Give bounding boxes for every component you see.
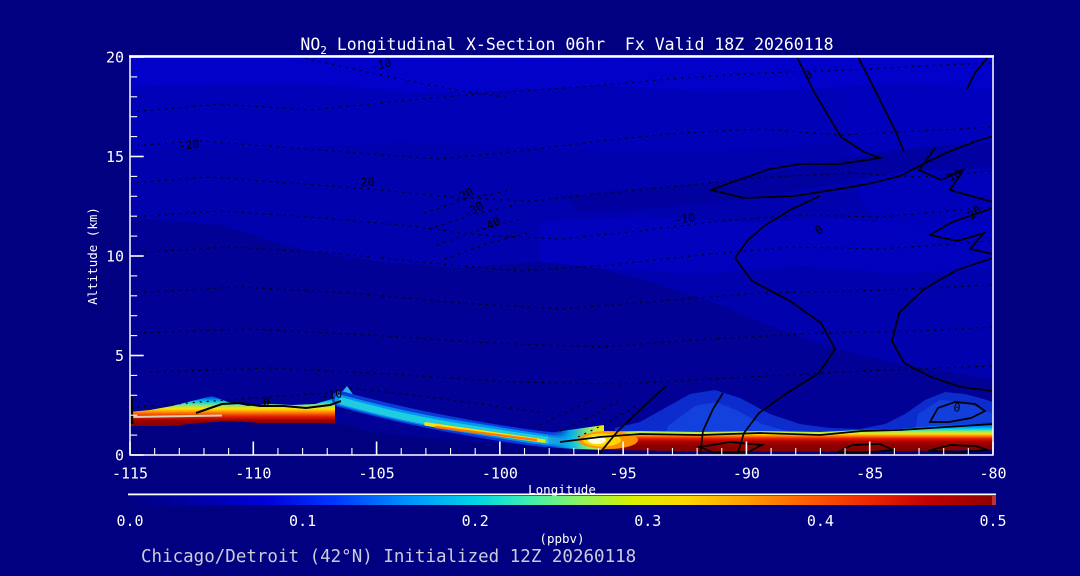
y-axis-title: Altitude (km) — [85, 207, 100, 305]
contour-label: -10 — [673, 210, 696, 227]
x-axis: -115 -110 -105 -100 -95 -90 -85 -80 Long… — [112, 465, 1007, 498]
dashed-contours — [130, 57, 993, 438]
contour-label: 0 — [953, 400, 962, 415]
elevated-plume — [332, 391, 593, 452]
x-tick-label: -105 — [359, 465, 395, 483]
contour-label: 0 — [263, 395, 270, 409]
colorbar-tick-label: 0.5 — [979, 512, 1006, 530]
terrain — [130, 421, 993, 455]
colorbar-gradient — [128, 496, 996, 505]
y-tick-label: 15 — [106, 148, 124, 166]
plot-title: NO2 Longitudinal X-Section 06hr Fx Valid… — [300, 35, 833, 57]
contour-label: -10 — [369, 55, 393, 74]
solid-contours — [130, 57, 993, 455]
x-tick-label: -90 — [733, 465, 760, 483]
plot-frame — [129, 55, 994, 456]
upper-bright-band — [130, 57, 993, 91]
x-axis-title: Longitude — [528, 482, 596, 497]
colorbar-top-line — [128, 493, 996, 496]
colorbar-tick-label: 0.0 — [116, 512, 143, 530]
y-tick-label: 0 — [115, 447, 124, 465]
dark-sloping-band — [560, 142, 993, 212]
hotspot — [578, 431, 638, 449]
colorbar-tick-label: 0.2 — [462, 512, 489, 530]
contour-label: -20 — [353, 175, 375, 190]
contour-label: -10 — [320, 386, 343, 403]
figure-caption: Chicago/Detroit (42°N) Initialized 12Z 2… — [141, 547, 636, 567]
x-tick-label: -100 — [482, 465, 518, 483]
colorbar: 0.0 0.1 0.2 0.3 0.4 0.5 (ppbv) — [116, 493, 1007, 546]
colorbar-end-cap — [992, 496, 996, 505]
colorbar-tick-label: 0.3 — [634, 512, 661, 530]
x-tick-label: -95 — [610, 465, 637, 483]
colorbar-tick-label: 0.4 — [807, 512, 834, 530]
y-tick-label: 10 — [106, 248, 124, 266]
x-tick-label: -110 — [235, 465, 271, 483]
pale-streak — [130, 414, 223, 418]
contour-label: -20 — [178, 137, 200, 153]
plot-area: -10 -20 -20 -20 -30 -40 -10 -10 0 0 10 2… — [130, 55, 993, 455]
mid-band — [130, 84, 993, 152]
y-axis: 20 15 10 5 0 Altitude (km) — [85, 49, 124, 465]
x-tick-label: -80 — [979, 465, 1006, 483]
y-axis-ticks — [130, 56, 144, 456]
x-tick-label: -85 — [856, 465, 883, 483]
colorbar-tick-label: 0.1 — [289, 512, 316, 530]
colorbar-units: (ppbv) — [539, 531, 584, 546]
contour-label: 10 — [945, 166, 964, 185]
x-tick-label: -115 — [112, 465, 148, 483]
bright-lowmid-band — [540, 216, 993, 274]
y-tick-label: 20 — [106, 49, 124, 67]
y-tick-label: 5 — [115, 347, 124, 365]
contour-labels: -10 -20 -20 -20 -30 -40 -10 -10 0 0 10 2… — [178, 55, 985, 415]
x-axis-ticks — [129, 441, 994, 455]
